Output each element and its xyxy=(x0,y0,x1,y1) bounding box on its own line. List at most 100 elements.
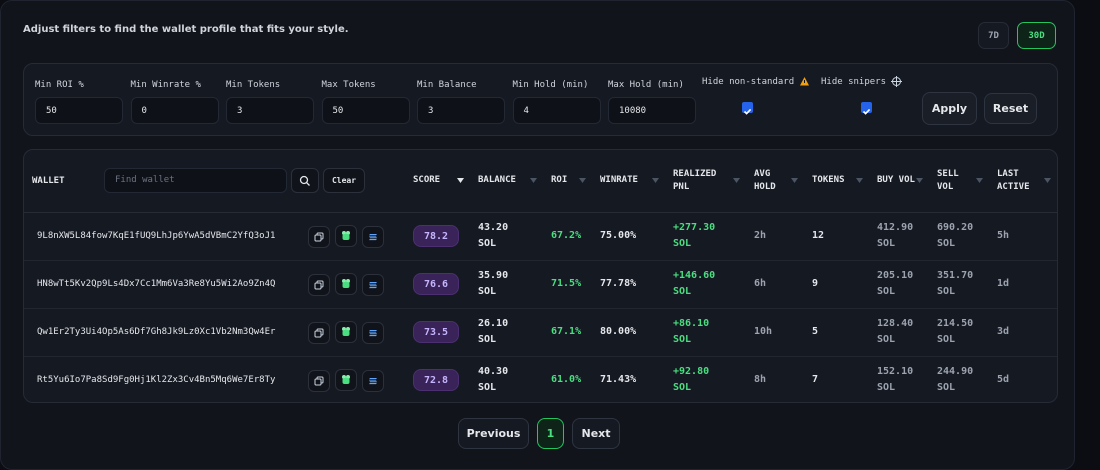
cell: 6h xyxy=(748,260,806,309)
cell: 128.40 SOL xyxy=(871,308,931,357)
sort-icon xyxy=(733,178,740,184)
apply-button[interactable]: Apply xyxy=(922,92,977,125)
profile-button[interactable] xyxy=(335,224,357,247)
cell: 8h xyxy=(748,356,806,402)
wallet-address: Qw1Er2Ty3Ui4Op5As6Df7Gh8Jk9Lz0Xc1Vb2Nm3Q… xyxy=(24,308,302,357)
cell: 690.20 SOL xyxy=(931,212,991,261)
cell-text: 6h xyxy=(754,278,767,289)
column-header: BUY VOL xyxy=(877,175,915,186)
cell: 26.10 SOL xyxy=(472,308,545,357)
filter-label: Max Hold (min) xyxy=(608,80,684,90)
wallet-table-panel: WALLET Find wallet Clear SCORE BALANCE ROI… xyxy=(23,149,1058,403)
table-row[interactable]: Qw1Er2Ty3Ui4Op5As6Df7Gh8Jk9Lz0Xc1Vb2Nm3Q… xyxy=(24,308,1057,357)
reset-button[interactable]: Reset xyxy=(984,93,1037,124)
wallet-search: WALLET Find wallet Clear xyxy=(32,168,401,194)
cell-text: +92.80 SOL xyxy=(673,366,710,393)
cell: 2h xyxy=(748,212,806,261)
copy-button[interactable] xyxy=(308,321,330,344)
profile-button[interactable] xyxy=(335,272,357,295)
filter-input[interactable]: 10080 xyxy=(608,97,696,124)
column-header-wrap[interactable]: AVG HOLD xyxy=(754,168,800,194)
cell-text: 40.30 SOL xyxy=(478,366,509,393)
filter-input[interactable]: 0 xyxy=(130,97,219,124)
solscan-button[interactable] xyxy=(362,273,384,296)
cell-text: 71.43% xyxy=(600,374,637,385)
column-header-cell: BALANCE xyxy=(472,150,545,213)
profile-button[interactable] xyxy=(335,320,357,343)
page-button[interactable]: 1 xyxy=(537,418,564,449)
column-header-cell: BUY VOL xyxy=(871,150,931,213)
cell: 76.6 xyxy=(407,260,472,309)
checkbox[interactable] xyxy=(742,102,753,115)
column-header: TOKENS xyxy=(812,175,845,186)
cell-text: 5d xyxy=(997,374,1010,385)
app-panel: Adjust filters to find the wallet profil… xyxy=(0,0,1075,470)
period-button[interactable]: 7D xyxy=(978,22,1009,49)
subtitle: Adjust filters to find the wallet profil… xyxy=(23,24,349,35)
cell-text: 10h xyxy=(754,326,773,337)
cell-text: +146.60 SOL xyxy=(673,270,716,297)
cell-text: 1d xyxy=(997,278,1010,289)
copy-button[interactable] xyxy=(308,225,330,248)
table-row[interactable]: Rt5Yu6Io7Pa8Sd9Fg0Hj1Kl2Zx3Cv4Bn5Mq6We7E… xyxy=(24,356,1057,402)
column-header: AVG HOLD xyxy=(754,168,776,192)
cell: 10h xyxy=(748,308,806,357)
cell-text: 26.10 SOL xyxy=(478,318,509,345)
checkbox[interactable] xyxy=(861,102,872,115)
filter-label: Min Balance xyxy=(417,80,477,90)
search-button[interactable] xyxy=(291,168,319,194)
cell-text: 80.00% xyxy=(600,326,637,337)
filter-input[interactable]: 50 xyxy=(321,97,410,124)
cell-text: 9 xyxy=(812,278,819,289)
score-pill: 78.2 xyxy=(413,225,459,247)
filter-input[interactable]: 50 xyxy=(35,97,123,124)
cell: 1d xyxy=(991,260,1057,309)
column-header-cell: TOKENS xyxy=(806,150,871,213)
column-header-wrap[interactable]: LAST ACTIVE xyxy=(997,168,1053,194)
sort-icon xyxy=(856,178,863,184)
clear-button[interactable]: Clear xyxy=(323,168,365,194)
column-header-wrap[interactable]: BUY VOL xyxy=(877,174,925,187)
search-input[interactable]: Find wallet xyxy=(104,168,287,194)
pagination: Previous 1 Next xyxy=(458,418,620,449)
sort-icon xyxy=(916,178,923,184)
copy-button[interactable] xyxy=(308,273,330,296)
profile-button[interactable] xyxy=(335,368,357,391)
previous-button[interactable]: Previous xyxy=(458,418,529,449)
cell-text: 244.90 SOL xyxy=(937,366,974,393)
filter-input[interactable]: 3 xyxy=(417,97,505,124)
column-header: WALLET xyxy=(32,175,65,186)
cell-text: 77.78% xyxy=(600,278,637,289)
table-row[interactable]: 9L8nXW5L84fow7KqE1fUQ9LhJp6YwA5dVBmC2YfQ… xyxy=(24,212,1057,261)
cell: 71.43% xyxy=(594,356,667,402)
column-header-wrap[interactable]: SCORE xyxy=(413,174,466,187)
solscan-button[interactable] xyxy=(362,369,384,392)
cell: 61.0% xyxy=(545,356,594,402)
toggle-label: Hide snipers xyxy=(821,76,903,87)
cell-text: 351.70 SOL xyxy=(937,270,974,297)
cell-text: 3d xyxy=(997,326,1010,337)
table-row[interactable]: HN8wTt5Kv2Qp9Ls4Dx7Cc1Mm6Va3Re8Yu5Wi2Ao9… xyxy=(24,260,1057,309)
filter-input[interactable]: 4 xyxy=(512,97,601,124)
cell: 67.1% xyxy=(545,308,594,357)
solscan-button[interactable] xyxy=(362,321,384,344)
copy-button[interactable] xyxy=(308,369,330,392)
column-header-wrap[interactable]: ROI xyxy=(551,174,588,187)
filter-input[interactable]: 3 xyxy=(226,97,314,124)
toggle-icon xyxy=(891,76,903,87)
column-header: SELL VOL xyxy=(937,168,959,192)
solscan-button[interactable] xyxy=(362,225,384,248)
sort-icon xyxy=(976,178,983,184)
column-header-wrap[interactable]: REALIZED PNL xyxy=(673,168,742,194)
column-header-wrap[interactable]: SELL VOL xyxy=(937,168,985,194)
column-header-wrap[interactable]: BALANCE xyxy=(478,174,539,187)
column-header-cell: AVG HOLD xyxy=(748,150,806,213)
toggle-text: Hide snipers xyxy=(821,76,887,87)
column-header-wrap[interactable]: TOKENS xyxy=(812,174,865,187)
period-button[interactable]: 30D xyxy=(1017,22,1056,49)
sort-icon xyxy=(579,178,586,184)
column-header: WINRATE xyxy=(600,175,638,186)
column-header-cell: SELL VOL xyxy=(931,150,991,213)
next-button[interactable]: Next xyxy=(572,418,620,449)
column-header-wrap[interactable]: WINRATE xyxy=(600,174,661,187)
